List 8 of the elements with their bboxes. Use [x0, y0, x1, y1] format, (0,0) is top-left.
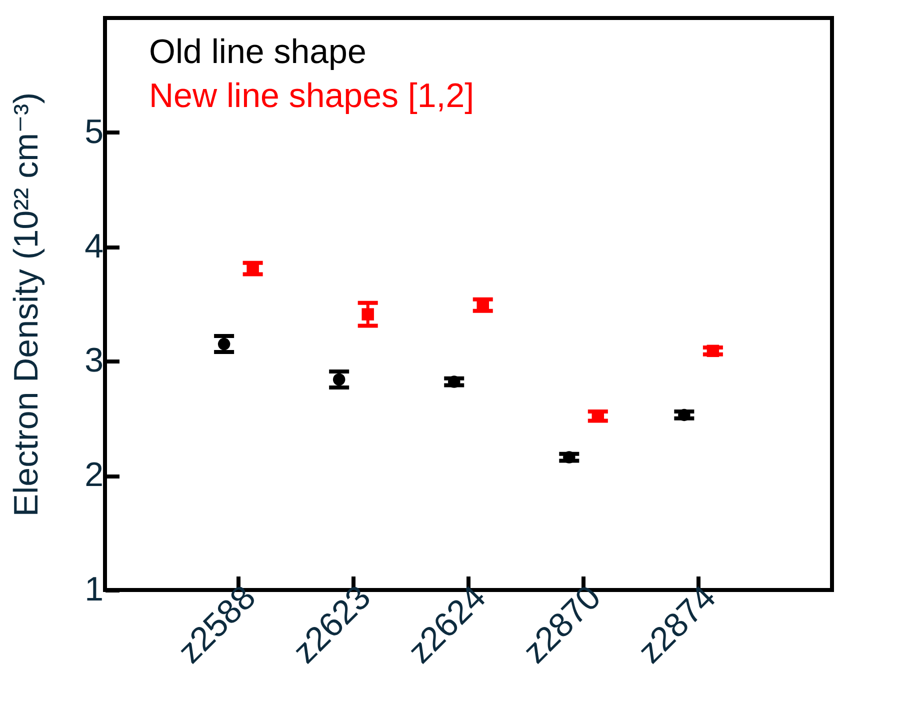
text: New line shapes [1,2] [149, 77, 474, 115]
y-axis-title: Electron Density (10²² cm⁻³) [8, 92, 46, 517]
text: Old line shape [149, 33, 366, 71]
y-tick-label: 3 [84, 342, 104, 380]
y-tick-label: 2 [84, 456, 104, 494]
y-tick-label: 1 [84, 570, 104, 608]
y-tick-label: 5 [84, 112, 104, 151]
y-tick-label: 4 [84, 227, 104, 266]
